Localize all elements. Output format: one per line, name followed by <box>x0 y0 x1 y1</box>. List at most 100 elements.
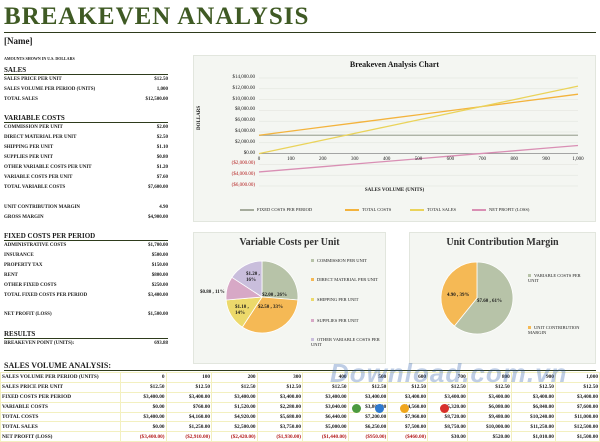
fixed-costs-divider <box>4 240 168 241</box>
table-cell: $3,400.00 <box>256 391 304 403</box>
table-cell: $8,750.00 <box>427 421 468 433</box>
table-cell: $3,400.00 <box>427 391 468 403</box>
x-tick-label: 700 <box>478 156 487 162</box>
table-cell: $3,400.00 <box>165 391 213 403</box>
table-cell: $3,400.00 <box>554 391 600 403</box>
row-label: TOTAL VARIABLE COSTS <box>4 185 66 190</box>
breakeven-chart-panel[interactable] <box>193 55 596 222</box>
table-cell: $6,440.00 <box>302 411 349 423</box>
legend-swatch <box>345 209 359 211</box>
pie1-legend-supplies: SUPPLIES PER UNIT <box>311 318 381 323</box>
table-cell: $0.00 <box>120 421 167 433</box>
row-value[interactable]: 1,000 <box>156 87 168 92</box>
sales-heading: SALES <box>4 66 27 74</box>
table-cell: $6,840.00 <box>510 401 556 413</box>
table-cell: $11,000.00 <box>554 411 600 423</box>
legend-swatch <box>528 274 531 278</box>
pie2-legend-variable: VARIABLE COSTS PER UNIT <box>528 273 588 283</box>
y-tick-label: ($4,000.00) <box>231 172 255 178</box>
name-field[interactable]: [Name] <box>4 36 33 46</box>
table-cell: ($1,440.00) <box>302 431 349 442</box>
row-label: INSURANCE <box>4 253 34 258</box>
row-value[interactable]: $250.00 <box>151 283 168 288</box>
y-tick-label: $2,000.00 <box>235 139 255 145</box>
x-tick-label: 100 <box>287 156 295 162</box>
table-cell: $7,500.00 <box>387 421 429 433</box>
row-value: $7.60 <box>156 175 168 180</box>
contribution-chart-panel[interactable] <box>409 232 596 364</box>
table-cell: $7,960.00 <box>387 411 429 423</box>
row-label: SHIPPING PER UNIT <box>4 145 54 150</box>
breakeven-row: BREAKEVEN POINT (UNITS): 693.88 <box>4 340 168 348</box>
net-profit-row: NET PROFIT (LOSS) $1,500.00 <box>4 311 168 319</box>
table-cell: $4,160.00 <box>165 411 213 423</box>
legend-swatch <box>311 319 314 323</box>
legend-fixed-costs: FIXED COSTS PER PERIOD <box>240 207 312 212</box>
table-cell: $760.00 <box>165 401 213 413</box>
table-cell: $12.50 <box>165 381 213 393</box>
table-row: TOTAL COSTS $3,400.00 $4,160.00 $4,920.00 $5… <box>0 411 600 423</box>
row-label: PROPERTY TAX <box>4 263 43 268</box>
variable-per-unit-row: VARIABLE COSTS PER UNIT $7.60 <box>4 174 168 182</box>
sales-price-row: SALES PRICE PER UNIT $12.50 <box>4 76 168 84</box>
watermark-logo: Download.com.vn <box>330 358 568 388</box>
pie1-slice <box>261 260 299 301</box>
pie1-legend-other: OTHER VARIABLE COSTS PER UNIT <box>311 337 381 347</box>
table-cell: $3,400.00 <box>211 391 258 403</box>
results-divider <box>4 338 168 339</box>
x-tick-label: 800 <box>510 156 518 162</box>
property-tax-row: PROPERTY TAX $150.00 <box>4 262 168 270</box>
pie1-label-shipping: $1.10 , 14% <box>235 305 249 316</box>
y-tick-label: ($6,000.00) <box>231 183 255 188</box>
y-tick-label: $8,000.00 <box>235 107 255 113</box>
x-tick-label: 900 <box>542 156 550 162</box>
table-cell: $2,500.00 <box>211 421 258 433</box>
row-value[interactable]: $2.50 <box>156 135 168 140</box>
legend-label: VARIABLE COSTS PER UNIT <box>528 273 581 283</box>
row-value[interactable]: $2.00 <box>156 125 168 130</box>
row-value: $1,500.00 <box>148 312 168 317</box>
row-label: DIRECT MATERIAL PER UNIT <box>4 135 77 140</box>
row-value[interactable]: $1,700.00 <box>148 243 168 248</box>
legend-swatch <box>311 259 314 263</box>
title-divider <box>4 32 596 33</box>
total-variable-row: TOTAL VARIABLE COSTS $7,600.00 <box>4 184 168 192</box>
table-cell: $12,500.00 <box>554 421 600 433</box>
table-cell: $11,250.00 <box>510 421 556 433</box>
row-label: OTHER VARIABLE COSTS PER UNIT <box>4 165 92 170</box>
pie1-label-material: $2.50 , 33% <box>258 305 283 310</box>
fixed-costs-heading: FIXED COSTS PER PERIOD <box>4 232 96 240</box>
legend-swatch <box>472 209 486 211</box>
row-label: UNIT CONTRIBUTION MARGIN <box>4 205 81 210</box>
legend-label: FIXED COSTS PER PERIOD <box>257 207 313 212</box>
row-label: COMMISSION PER UNIT <box>4 125 63 130</box>
row-value: $7,600.00 <box>148 185 168 190</box>
legend-label: TOTAL COSTS <box>362 207 392 212</box>
row-value[interactable]: $500.00 <box>151 253 168 258</box>
row-value[interactable]: $12.50 <box>154 77 168 82</box>
table-cell: $3,040.00 <box>302 401 349 413</box>
row-value[interactable]: $800.00 <box>151 273 168 278</box>
row-value[interactable]: $150.00 <box>151 263 168 268</box>
row-value[interactable]: $0.80 <box>156 155 168 160</box>
legend-label: SHIPPING PER UNIT <box>317 297 359 302</box>
table-cell: $10,000.00 <box>466 421 512 433</box>
row-label: TOTAL SALES <box>0 421 121 433</box>
row-value[interactable]: $1.20 <box>156 165 168 170</box>
x-tick-label: 400 <box>382 156 391 162</box>
pie1-legend-commission: COMMISSION PER UNIT <box>311 258 381 263</box>
table-cell: ($2,420.00) <box>211 431 258 442</box>
row-value[interactable]: $1.10 <box>156 145 168 150</box>
y-tick-label: ($2,000.00) <box>231 161 255 167</box>
row-label: SUPPLIES PER UNIT <box>4 155 53 160</box>
legend-swatch <box>528 326 531 330</box>
row-label: SALES VOLUME PER PERIOD (UNITS) <box>4 87 96 92</box>
row-label: TOTAL SALES <box>4 97 38 102</box>
row-label: BREAKEVEN POINT (UNITS): <box>4 341 75 346</box>
table-cell: $4,920.00 <box>211 411 258 423</box>
sva-heading: SALES VOLUME ANALYSIS: <box>4 361 111 370</box>
shipping-row: SHIPPING PER UNIT $1.10 <box>4 144 168 152</box>
legend-swatch <box>311 278 314 282</box>
row-label: ADMINISTRATIVE COSTS <box>4 243 67 248</box>
